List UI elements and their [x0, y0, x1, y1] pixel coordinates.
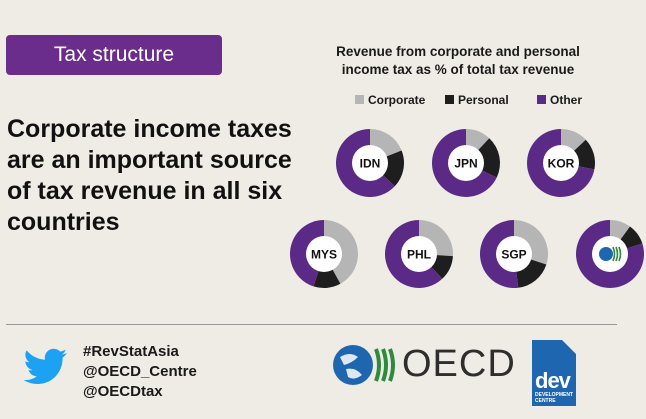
logo-fold: [562, 340, 576, 354]
pie-center-hole: [306, 236, 342, 272]
dev-sub-line-1: DEVELOPMENT: [535, 392, 574, 398]
chart-title: Revenue from corporate and personal inco…: [318, 43, 598, 79]
oecd-logo-text: OECD: [402, 343, 516, 385]
legend-swatch-other: [537, 95, 546, 104]
pie-label-jpn: JPN: [454, 157, 477, 171]
twitter-bird-icon[interactable]: [23, 348, 69, 386]
pie-center-hole: [543, 145, 579, 181]
chart-title-line-1: Revenue from corporate and personal: [336, 44, 580, 59]
legend-swatch-personal: [445, 95, 454, 104]
divider: [6, 324, 617, 325]
pie-center-hole: [352, 145, 388, 181]
headline: Corporate income taxes are an important …: [7, 115, 292, 236]
legend-item-corporate: Corporate: [355, 93, 425, 107]
oecd-mini-logo-icon: [599, 246, 622, 262]
legend-label-personal: Personal: [458, 93, 509, 107]
pie-label-idn: IDN: [360, 157, 381, 171]
legend-swatch-corporate: [355, 95, 364, 104]
social-handles: #RevStatAsia @OECD_Centre @OECDtax: [83, 342, 197, 402]
pie-label-kor: KOR: [548, 157, 575, 171]
dev-logo-text: dev: [535, 368, 571, 393]
tax-structure-tag: Tax structure: [6, 35, 222, 75]
pie-center-hole: [496, 236, 532, 272]
dev-logo-subtext: DEVELOPMENT CENTRE: [535, 392, 573, 404]
legend-label-other: Other: [550, 93, 583, 107]
pie-label-mys: MYS: [311, 248, 337, 262]
handle-oecd-centre[interactable]: @OECD_Centre: [83, 363, 197, 380]
dev-sub-line-2: CENTRE: [535, 398, 556, 404]
legend-item-personal: Personal: [445, 93, 509, 107]
development-centre-logo: dev DEVELOPMENT CENTRE: [532, 340, 576, 406]
chart-title-line-2: income tax as % of total tax revenue: [341, 62, 575, 77]
legend-item-other: Other: [537, 93, 582, 107]
legend-label-corporate: Corporate: [368, 93, 426, 107]
handle-oecdtax[interactable]: @OECDtax: [83, 383, 163, 400]
oecd-globe-icon: [333, 345, 395, 385]
pie-center-hole: [401, 236, 437, 272]
pie-label-phl: PHL: [407, 248, 431, 262]
pie-center-hole: [448, 145, 484, 181]
hashtag-revstatasia[interactable]: #RevStatAsia: [83, 343, 179, 360]
pie-label-sgp: SGP: [501, 248, 526, 262]
